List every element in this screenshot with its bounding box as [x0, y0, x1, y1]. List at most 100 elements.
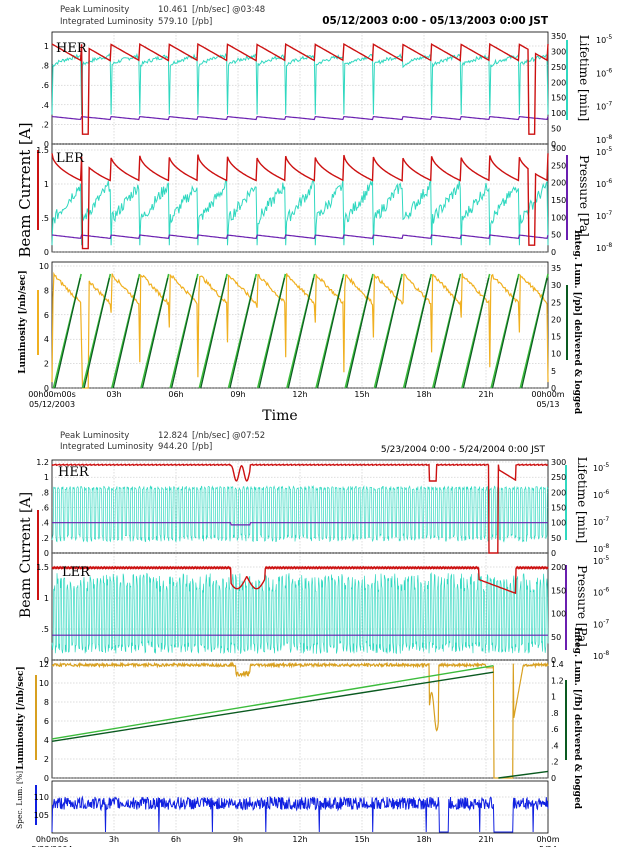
day2-ler-log: 10-5 [593, 555, 609, 566]
day2-integ-logged-restart [498, 770, 549, 779]
day2-pressure-label: Pressure [Pa] [575, 565, 589, 647]
day2-her-rticks: 250 [551, 473, 566, 482]
day1-lum-yticks: 8 [44, 286, 49, 295]
day1-xticks-start: 05/12/2003 [29, 400, 75, 409]
day2-xticks: 0h0m [536, 835, 559, 844]
day2-header: Peak Luminosity 12.824 [/nb/sec] @07:52 … [60, 431, 545, 455]
day1-beam-current-label: Beam Current [A] [16, 122, 34, 257]
day2-lum-yticks: 10 [39, 679, 49, 688]
day1-her-yticks: .2 [41, 120, 49, 129]
day2-date-range: 5/23/2004 0:00 - 5/24/2004 0:00 JST [381, 445, 546, 455]
day1-integ-logged-line [404, 277, 431, 389]
day1-xticks: 09h [230, 390, 245, 399]
day1-ler-rticks: 150 [551, 196, 566, 205]
day2-ler-yticks: 0 [44, 656, 49, 665]
day1-integ-label: Integ. Lum. [/pb] delivered & logged [572, 230, 582, 415]
exponent: -6 [603, 587, 609, 594]
day1-her-yticks: .6 [41, 81, 49, 90]
day2-int-label: Integrated Luminosity [60, 442, 154, 452]
day1-integ-logged-line [54, 277, 81, 389]
exponent: -6 [603, 489, 609, 496]
day1-integ-logged-line [112, 277, 140, 389]
day2-her-log: 10-7 [593, 516, 609, 527]
day2-her-yticks: .8 [41, 488, 49, 497]
day2-xticks: 18h [416, 835, 431, 844]
exponent: -7 [606, 101, 612, 108]
day1-ler-log: 10-6 [596, 178, 612, 189]
day1-xticks: 06h [168, 390, 183, 399]
day1-peak-value: 10.461 [158, 5, 188, 15]
day2-xticks: 12h [292, 835, 307, 844]
day2-int-value: 944.20 [158, 442, 188, 452]
day1-xticks: 21h [478, 390, 493, 399]
day1-lum-rticks: 0 [551, 384, 556, 393]
day2-her-pressure-line [52, 522, 548, 526]
day2-lum-yticks: 8 [44, 698, 49, 707]
day1-her-log: 10-6 [596, 67, 612, 78]
exponent: -7 [603, 516, 609, 523]
day1-her-rticks: 250 [551, 63, 566, 72]
exponent: -7 [603, 618, 609, 625]
frame-p1her [51, 31, 549, 145]
day1-xticks: 03h [106, 390, 121, 399]
day1-her-yticks: .8 [41, 62, 49, 71]
day1-xticks: 00h00m00s [28, 390, 76, 399]
day1-lum-rticks: 20 [551, 315, 561, 324]
day1-lum-rticks: 35 [551, 264, 561, 273]
day1-her-log: 10-7 [596, 101, 612, 112]
exponent: -5 [606, 34, 612, 41]
exponent: -8 [606, 242, 612, 249]
day2-her-yticks: 0 [44, 549, 49, 558]
day1-int-unit: [/pb] [192, 17, 212, 27]
day1-lum-yticks: 0 [44, 384, 49, 393]
day2-spec-yticks: 110 [34, 793, 49, 802]
day2-xticks: 21h [478, 835, 493, 844]
day2-her-yticks: 1.2 [36, 458, 49, 467]
day2-ler-log: 10-6 [593, 587, 609, 598]
day1-integ-logged-line [346, 277, 373, 389]
day1-xticks-end: 05/13 [536, 400, 559, 409]
day1-xticks: 18h [416, 390, 431, 399]
day1-integ-logged-line [83, 277, 110, 389]
day2-beam-current-label: Beam Current [A] [18, 492, 34, 618]
day1-her-rticks: 300 [551, 47, 566, 56]
day2-her-label: HER [58, 465, 90, 480]
day1-her-log: 10-8 [596, 134, 612, 145]
tick-labels: 1.8.6.4.201.51.5010864203503002502001501… [28, 32, 612, 847]
day2-her-rticks: 50 [551, 534, 561, 543]
day2-integ-logged-line [51, 671, 494, 743]
day2-peak-label: Peak Luminosity [60, 431, 129, 441]
day2-ler-current-line [51, 565, 549, 595]
day2-lum-rticks: .2 [551, 758, 559, 767]
day2-xticks: 3h [109, 835, 119, 844]
day2-ler-rticks: 200 [551, 563, 566, 572]
day1-ler-lifetime-line [51, 179, 549, 246]
day2-her-yticks: .4 [41, 519, 49, 528]
exponent: -5 [603, 462, 609, 469]
day1-ler-rticks: 250 [551, 161, 566, 170]
day2-ler-rticks: 50 [551, 633, 561, 642]
day2-ler-label: LER [62, 565, 91, 580]
day1-date-range: 05/12/2003 0:00 - 05/13/2003 0:00 JST [322, 15, 549, 27]
day1-lum-yticks: 4 [44, 335, 49, 344]
day1-pressure-label: Pressure [Pa] [577, 155, 591, 237]
day2-lum-yticks: 6 [44, 717, 49, 726]
day1-integ-logged-line [229, 277, 256, 389]
day2-her-current-line [51, 463, 549, 554]
day1-integ-logged-line [433, 277, 461, 389]
day1-her-pressure-line [51, 115, 549, 121]
day1-ler-current-line [51, 153, 549, 250]
day2-her-rticks: 100 [551, 519, 566, 528]
day1-ler-yticks: 1 [44, 180, 49, 189]
day1-ler-rticks: 50 [551, 231, 561, 240]
day2-lifetime-label: Lifetime [min] [575, 457, 589, 544]
day1-lum-yticks: 6 [44, 311, 49, 320]
day1-ler-rticks: 0 [551, 248, 556, 257]
day1-her-rticks: 200 [551, 78, 566, 87]
day2-xticks: 9h [233, 835, 243, 844]
day1-lum-rticks: 5 [551, 367, 556, 376]
day1-lum-rticks: 25 [551, 298, 561, 307]
day1-her-yticks: 0 [44, 140, 49, 149]
day1-ler-yticks: .5 [41, 214, 49, 223]
day1-her-yticks: .4 [41, 101, 49, 110]
